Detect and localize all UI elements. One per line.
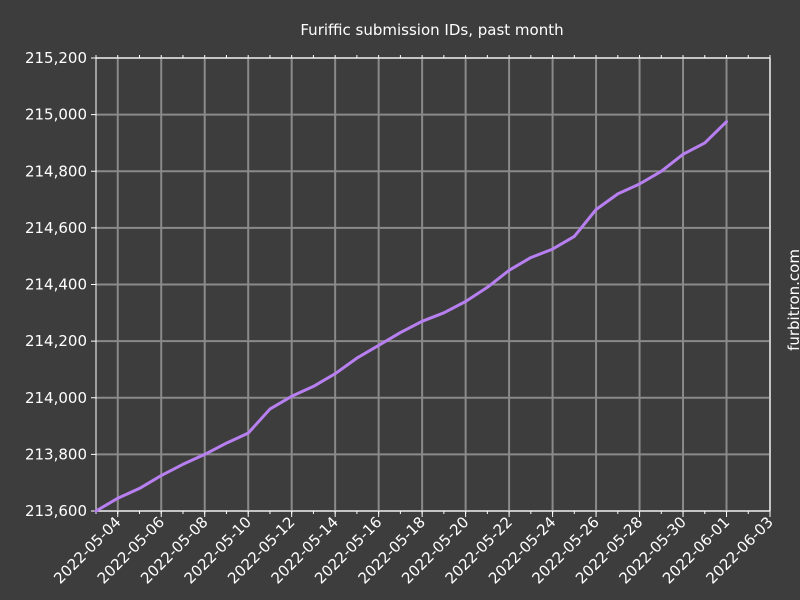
chart-title: Furiffic submission IDs, past month (300, 21, 563, 39)
y-tick-label: 214,600 (25, 219, 87, 237)
y-tick-label: 214,800 (25, 162, 87, 180)
x-axis: 2022-05-042022-05-062022-05-082022-05-10… (50, 55, 777, 587)
y-tick-label: 215,200 (25, 49, 87, 67)
y-tick-label: 215,000 (25, 106, 87, 124)
series-line (94, 120, 728, 513)
y-axis: 213,600 213,800 214,000 214,200 214,400 214,6… (25, 49, 96, 520)
y-tick-label: 214,200 (25, 332, 87, 350)
series-layer (94, 120, 728, 513)
y-tick-label: 214,000 (25, 389, 87, 407)
y-tick-label: 213,600 (25, 502, 87, 520)
grid-lines (96, 57, 771, 512)
site-watermark: furbitron.com (785, 249, 800, 351)
y-tick-label: 214,400 (25, 276, 87, 294)
y-tick-label: 213,800 (25, 445, 87, 463)
